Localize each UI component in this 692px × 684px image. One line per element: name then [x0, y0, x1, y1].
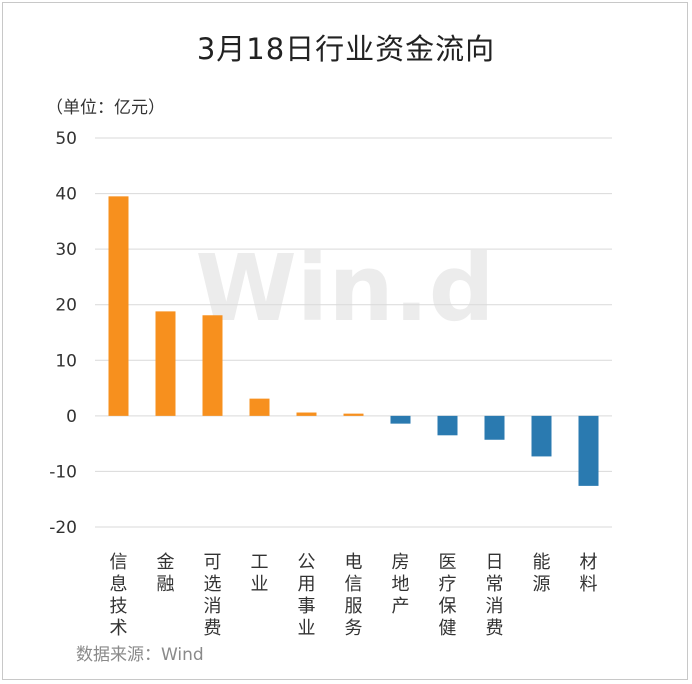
x-tick-label: 能源: [533, 552, 551, 595]
grid-lines: [95, 137, 612, 528]
y-axis: 50 40 30 20 10 0 -10 -20: [49, 129, 77, 538]
x-tick-label: 材料: [580, 552, 598, 595]
bar: [108, 196, 129, 416]
source-note: 数据来源：Wind: [76, 645, 204, 665]
bar: [155, 311, 176, 416]
unit-label: （单位：亿元）: [46, 98, 165, 118]
bar: [531, 415, 552, 457]
bar: [249, 398, 270, 416]
x-tick-label: 电信服务: [345, 552, 363, 639]
bar: [343, 413, 364, 416]
y-tick-label: -20: [49, 518, 77, 538]
x-tick-label: 日常消费: [486, 552, 504, 639]
x-tick-label: 公用事业: [298, 552, 316, 639]
x-tick-label: 金融: [157, 552, 175, 595]
x-tick-label: 房地产: [392, 552, 410, 617]
y-tick-label: -10: [49, 462, 77, 482]
bars: [108, 196, 599, 486]
y-tick-label: 40: [55, 185, 77, 205]
y-tick-label: 20: [55, 296, 77, 316]
y-tick-label: 50: [55, 129, 77, 149]
bar: [296, 412, 317, 416]
bar: [202, 315, 223, 416]
watermark: Win.d: [195, 235, 494, 342]
x-tick-label: 医疗保健: [439, 552, 457, 639]
bar: [484, 415, 505, 440]
bar: [578, 415, 599, 486]
bar: [390, 415, 411, 424]
x-tick-label: 信息技术: [110, 552, 128, 639]
y-tick-label: 10: [55, 351, 77, 371]
bar: [437, 415, 458, 436]
x-tick-label: 工业: [251, 552, 269, 595]
x-tick-label: 可选消费: [204, 552, 222, 639]
y-tick-label: 0: [66, 407, 77, 427]
chart-title: 3月18日行业资金流向: [196, 32, 496, 66]
y-tick-label: 30: [55, 240, 77, 260]
